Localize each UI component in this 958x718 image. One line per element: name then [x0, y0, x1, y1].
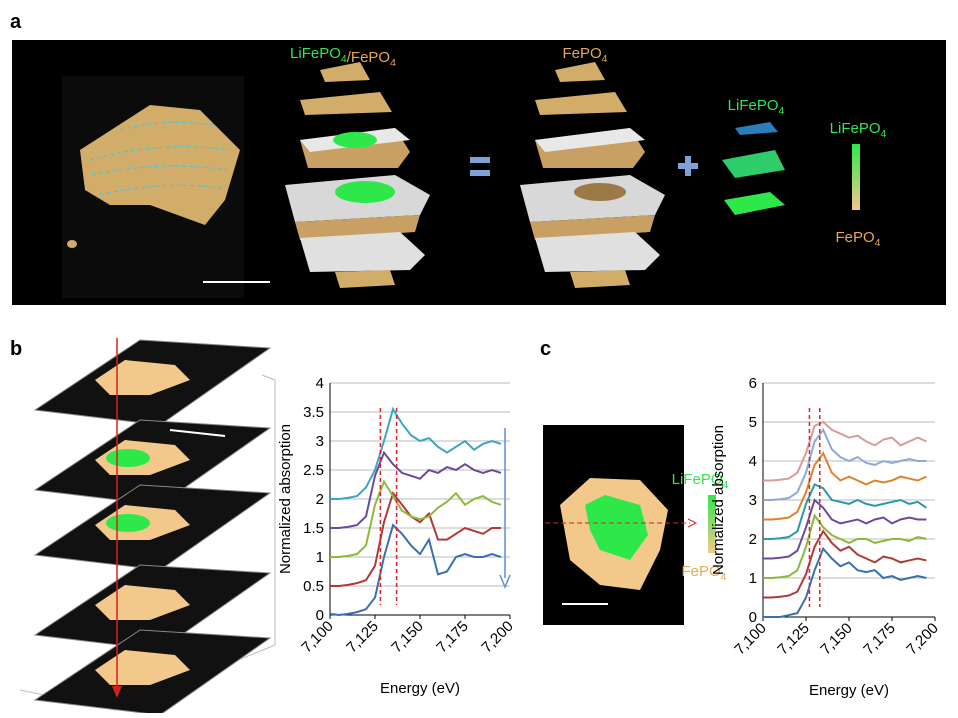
formula-sub: 4 — [390, 57, 396, 69]
x-axis-label: Energy (eV) — [809, 682, 889, 699]
y-tick-label: 3 — [316, 433, 324, 450]
series-line — [330, 493, 501, 586]
panel-b-image — [20, 338, 275, 713]
panel-label: a — [10, 11, 22, 33]
y-tick-label: 1 — [316, 549, 324, 566]
y-tick-label: 6 — [749, 375, 757, 392]
y-tick-label: 5 — [749, 414, 757, 431]
x-tick-label: 7,125 — [774, 620, 813, 659]
panel-label: b — [10, 338, 22, 360]
y-axis-label: Normalized absorption — [277, 424, 294, 574]
series-line — [330, 453, 501, 528]
panel-a-image — [12, 40, 946, 305]
formula-sub: 4 — [881, 128, 887, 140]
formula-sub: 4 — [779, 105, 785, 117]
particle-core — [106, 514, 150, 532]
formula-base: FePO — [835, 229, 874, 246]
series-line — [763, 484, 926, 539]
formula-sub: 4 — [602, 53, 608, 65]
y-axis-label: Normalized absorption — [710, 425, 727, 575]
y-tick-label: 4 — [316, 375, 324, 392]
y-tick-label: 0.5 — [303, 578, 324, 595]
x-tick-label: 7,200 — [478, 618, 517, 657]
series-line — [330, 525, 501, 615]
particle-core — [106, 449, 150, 467]
formula-base: LiFePO — [290, 45, 341, 62]
series-line — [763, 549, 926, 617]
y-tick-label: 1 — [749, 570, 757, 587]
formula-base: FePO — [562, 45, 601, 62]
figure: a b c LiFePO4/FePO4FePO4LiFePO4LiFePO4Fe… — [0, 0, 958, 713]
series-line — [763, 430, 926, 500]
x-axis-label: Energy (eV) — [380, 680, 460, 697]
x-tick-label: 7,175 — [860, 620, 899, 659]
x-tick-label: 7,175 — [433, 618, 472, 657]
formula-base: LiFePO — [830, 120, 881, 137]
panel-label: c — [540, 338, 551, 360]
y-tick-label: 4 — [749, 453, 757, 470]
x-tick-label: 7,150 — [817, 620, 856, 659]
y-tick-label: 3.5 — [303, 404, 324, 421]
x-tick-label: 7,200 — [903, 620, 942, 659]
series-line — [763, 516, 926, 578]
y-tick-label: 2 — [749, 531, 757, 548]
y-tick-label: 1.5 — [303, 520, 324, 537]
formula-sub: 4 — [875, 237, 881, 249]
y-tick-label: 2.5 — [303, 462, 324, 479]
x-tick-label: 7,150 — [388, 618, 427, 657]
x-tick-label: 7,125 — [343, 618, 382, 657]
series-line — [763, 422, 926, 481]
y-tick-label: 2 — [316, 491, 324, 508]
y-tick-label: 3 — [749, 492, 757, 509]
series-line — [330, 409, 501, 499]
panel-c-image — [543, 425, 716, 625]
formula-base: LiFePO — [728, 97, 779, 114]
formula-base: FePO — [351, 49, 390, 66]
series-line — [763, 453, 926, 519]
